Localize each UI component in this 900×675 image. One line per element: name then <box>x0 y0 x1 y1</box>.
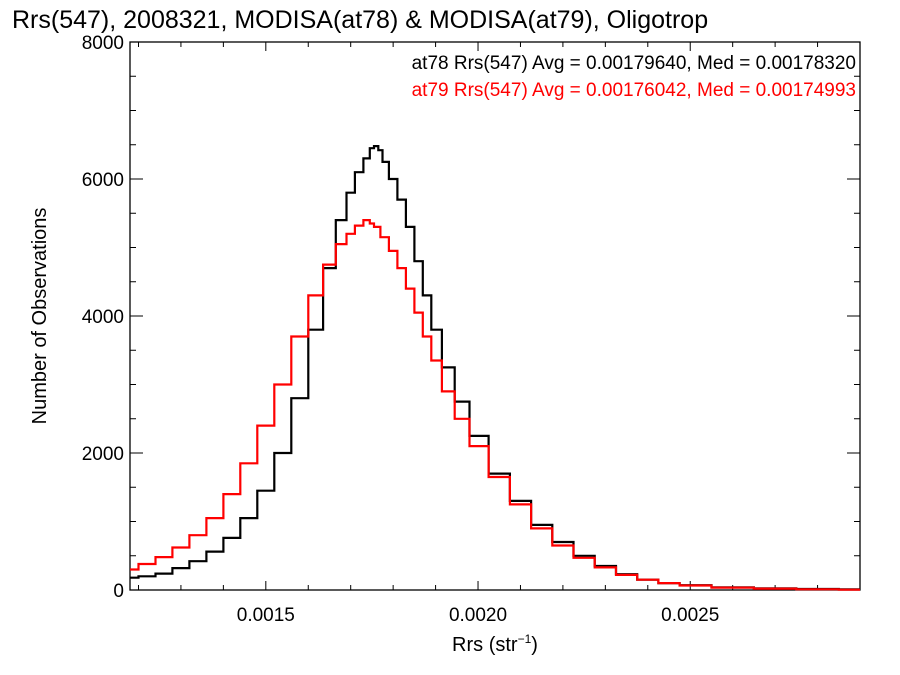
legend: at78 Rrs(547) Avg = 0.00179640, Med = 0.… <box>412 53 856 101</box>
legend-entry-at78: at78 Rrs(547) Avg = 0.00179640, Med = 0.… <box>412 53 856 74</box>
ticks-layer: 0.0015 0.0020 0.0025 0 2000 4000 6000 8000 <box>82 33 861 626</box>
chart-title: Rrs(547), 2008321, MODISA(at78) & MODISA… <box>12 6 708 34</box>
plot-frame <box>129 41 861 591</box>
x-axis-label: Rrs (str−1) <box>452 632 538 656</box>
legend-entry-at79: at79 Rrs(547) Avg = 0.00176042, Med = 0.… <box>412 80 856 101</box>
y-tick-label: 8000 <box>82 33 124 54</box>
x-tick-label: 0.0020 <box>449 605 507 626</box>
y-axis-label: Number of Observations <box>29 208 51 425</box>
x-tick-label: 0.0025 <box>661 605 719 626</box>
series-line-at78 <box>130 145 860 591</box>
y-tick-label: 0 <box>113 581 124 602</box>
y-tick-label: 4000 <box>82 307 124 328</box>
y-tick-label: 2000 <box>82 444 124 465</box>
y-tick-label: 6000 <box>82 170 124 191</box>
series-line-at79 <box>130 219 860 591</box>
x-tick-label: 0.0015 <box>237 605 295 626</box>
series-layer <box>130 145 860 591</box>
